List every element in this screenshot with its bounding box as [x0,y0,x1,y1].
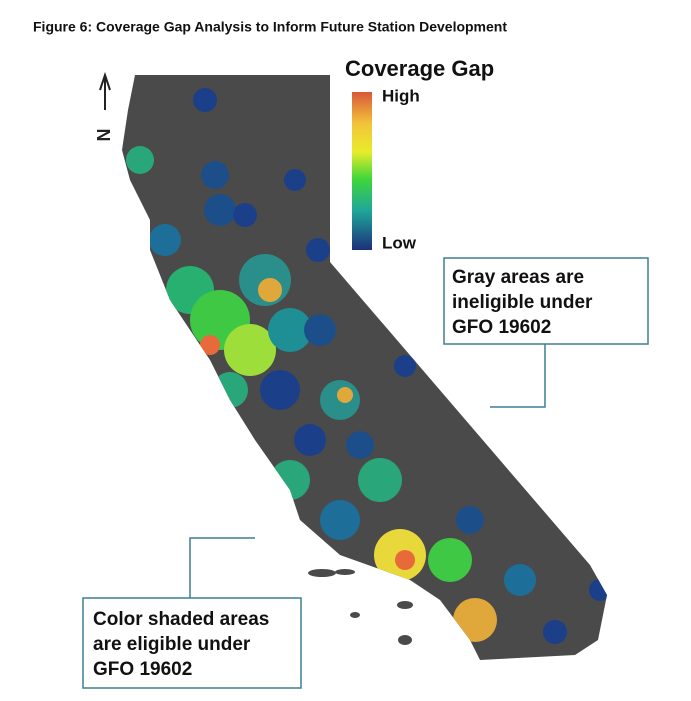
legend-high: High [382,86,420,105]
legend-low: Low [382,233,417,252]
coverage-areas [126,88,607,644]
callout-leader [490,344,546,408]
callout-line: Color shaded areas [93,609,269,630]
callout-leader [189,537,255,598]
callout-text: Gray areas are ineligible under GFO 19602 C… [93,267,593,680]
callout-line: GFO 19602 [452,317,551,338]
callout-box [82,597,302,689]
callout-line: ineligible under [452,292,593,313]
legend-ramp [352,92,372,250]
callout-line: GFO 19602 [93,659,192,680]
islands [308,569,413,645]
figure-title: Figure 6: Coverage Gap Analysis to Infor… [33,19,507,35]
north-arrow [99,71,111,110]
north-label: N [94,129,114,142]
callout-line: are eligible under [93,634,251,655]
legend-title: Coverage Gap [345,56,494,81]
callout-box [443,257,649,345]
callout-line: Gray areas are [452,267,584,288]
